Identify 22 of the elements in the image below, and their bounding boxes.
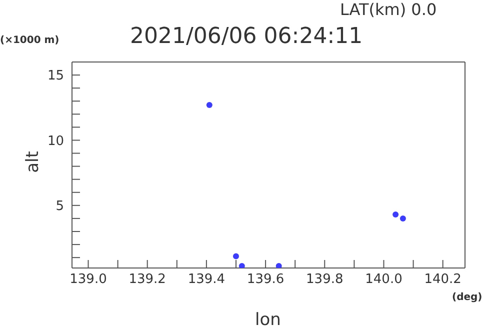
chart-title: 2021/06/06 06:24:11 [130,24,363,49]
x-tick-label: 139.2 [128,272,166,288]
point [392,212,399,218]
y-tick-label: 5 [56,199,64,214]
point [400,215,406,222]
x-tick-label: 140.2 [424,272,462,288]
text: (×1000 m) [0,35,60,46]
x-tick-label: 139.4 [188,272,226,288]
y-axis-title: alt [22,151,43,173]
x-tick-label: 139.0 [70,272,107,288]
x-axis-title: lon [255,310,281,330]
x-tick-label: 139.6 [246,272,284,288]
point [232,253,239,260]
text: LAT(km) 0.0 [340,0,437,19]
y-tick-label: 10 [47,134,64,149]
text: (deg) [452,292,482,303]
point [238,263,245,268]
y-tick-label: 15 [47,68,64,84]
x-tick-label: 139.8 [306,272,344,288]
point [276,263,282,268]
point [206,102,212,108]
x-tick-label: 140.0 [365,272,402,288]
